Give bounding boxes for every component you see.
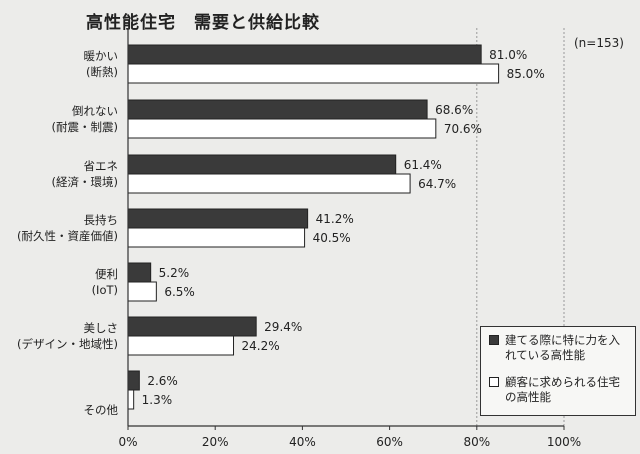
category-label-4-1: (IoT) <box>92 283 118 297</box>
x-tick-label-80: 80% <box>463 435 490 449</box>
category-label-2-1: (経済・環境) <box>52 175 118 189</box>
bar-customer-0 <box>127 63 500 84</box>
category-label-1-0: 倒れない <box>72 104 118 118</box>
bar-customer-5 <box>127 335 235 356</box>
category-label-5-0: 美しさ <box>84 321 119 335</box>
value-label-customer-3: 40.5% <box>313 231 351 245</box>
bar-builder-5 <box>127 316 257 337</box>
bar-customer-3 <box>127 227 306 248</box>
category-label-2-0: 省エネ <box>84 159 119 173</box>
value-label-builder-3: 41.2% <box>316 212 354 226</box>
x-tick-label-40: 40% <box>289 435 316 449</box>
bar-builder-3 <box>127 208 309 229</box>
value-label-customer-2: 64.7% <box>418 177 456 191</box>
bar-builder-2 <box>127 154 397 175</box>
category-label-6-0: その他 <box>84 403 119 417</box>
value-label-builder-4: 5.2% <box>159 266 190 280</box>
x-tick-label-60: 60% <box>376 435 403 449</box>
x-tick-label-0: 0% <box>118 435 137 449</box>
bar-builder-4 <box>127 262 152 283</box>
bar-customer-6 <box>127 389 135 410</box>
legend-label-customer: 顧客に求められる住宅の高性能 <box>505 375 620 404</box>
value-label-customer-6: 1.3% <box>142 393 173 407</box>
value-label-customer-0: 85.0% <box>507 67 545 81</box>
value-label-builder-0: 81.0% <box>489 48 527 62</box>
category-label-3-0: 長持ち <box>84 213 119 227</box>
category-label-5-1: (デザイン・地域性) <box>17 337 118 351</box>
x-tick-label-100: 100% <box>547 435 581 449</box>
value-label-builder-5: 29.4% <box>264 320 302 334</box>
legend-swatch-customer <box>489 377 499 387</box>
value-label-builder-2: 61.4% <box>404 158 442 172</box>
bar-customer-1 <box>127 118 437 139</box>
category-label-3-1: (耐久性・資産価値) <box>17 229 118 243</box>
value-label-builder-6: 2.6% <box>147 374 178 388</box>
bar-builder-1 <box>127 99 428 120</box>
bar-builder-0 <box>127 44 482 65</box>
bar-builder-6 <box>127 370 140 391</box>
bar-customer-2 <box>127 173 411 194</box>
category-label-0-0: 暖かい <box>84 49 119 63</box>
category-label-1-1: (耐震・制震) <box>52 120 118 134</box>
sample-size-note: (n=153) <box>574 36 624 50</box>
value-label-customer-5: 24.2% <box>242 339 280 353</box>
legend-swatch-builder <box>489 335 499 345</box>
legend: 建てる際に特に力を入れている高性能 顧客に求められる住宅の高性能 <box>480 326 636 416</box>
chart-title: 高性能住宅 需要と供給比較 <box>86 13 320 33</box>
category-label-0-1: (断熱) <box>86 65 118 79</box>
x-tick-label-20: 20% <box>202 435 229 449</box>
value-label-customer-1: 70.6% <box>444 122 482 136</box>
value-label-customer-4: 6.5% <box>164 285 195 299</box>
value-label-builder-1: 68.6% <box>435 103 473 117</box>
bar-customer-4 <box>127 281 157 302</box>
legend-label-builder: 建てる際に特に力を入れている高性能 <box>505 333 620 362</box>
category-label-4-0: 便利 <box>95 267 118 281</box>
